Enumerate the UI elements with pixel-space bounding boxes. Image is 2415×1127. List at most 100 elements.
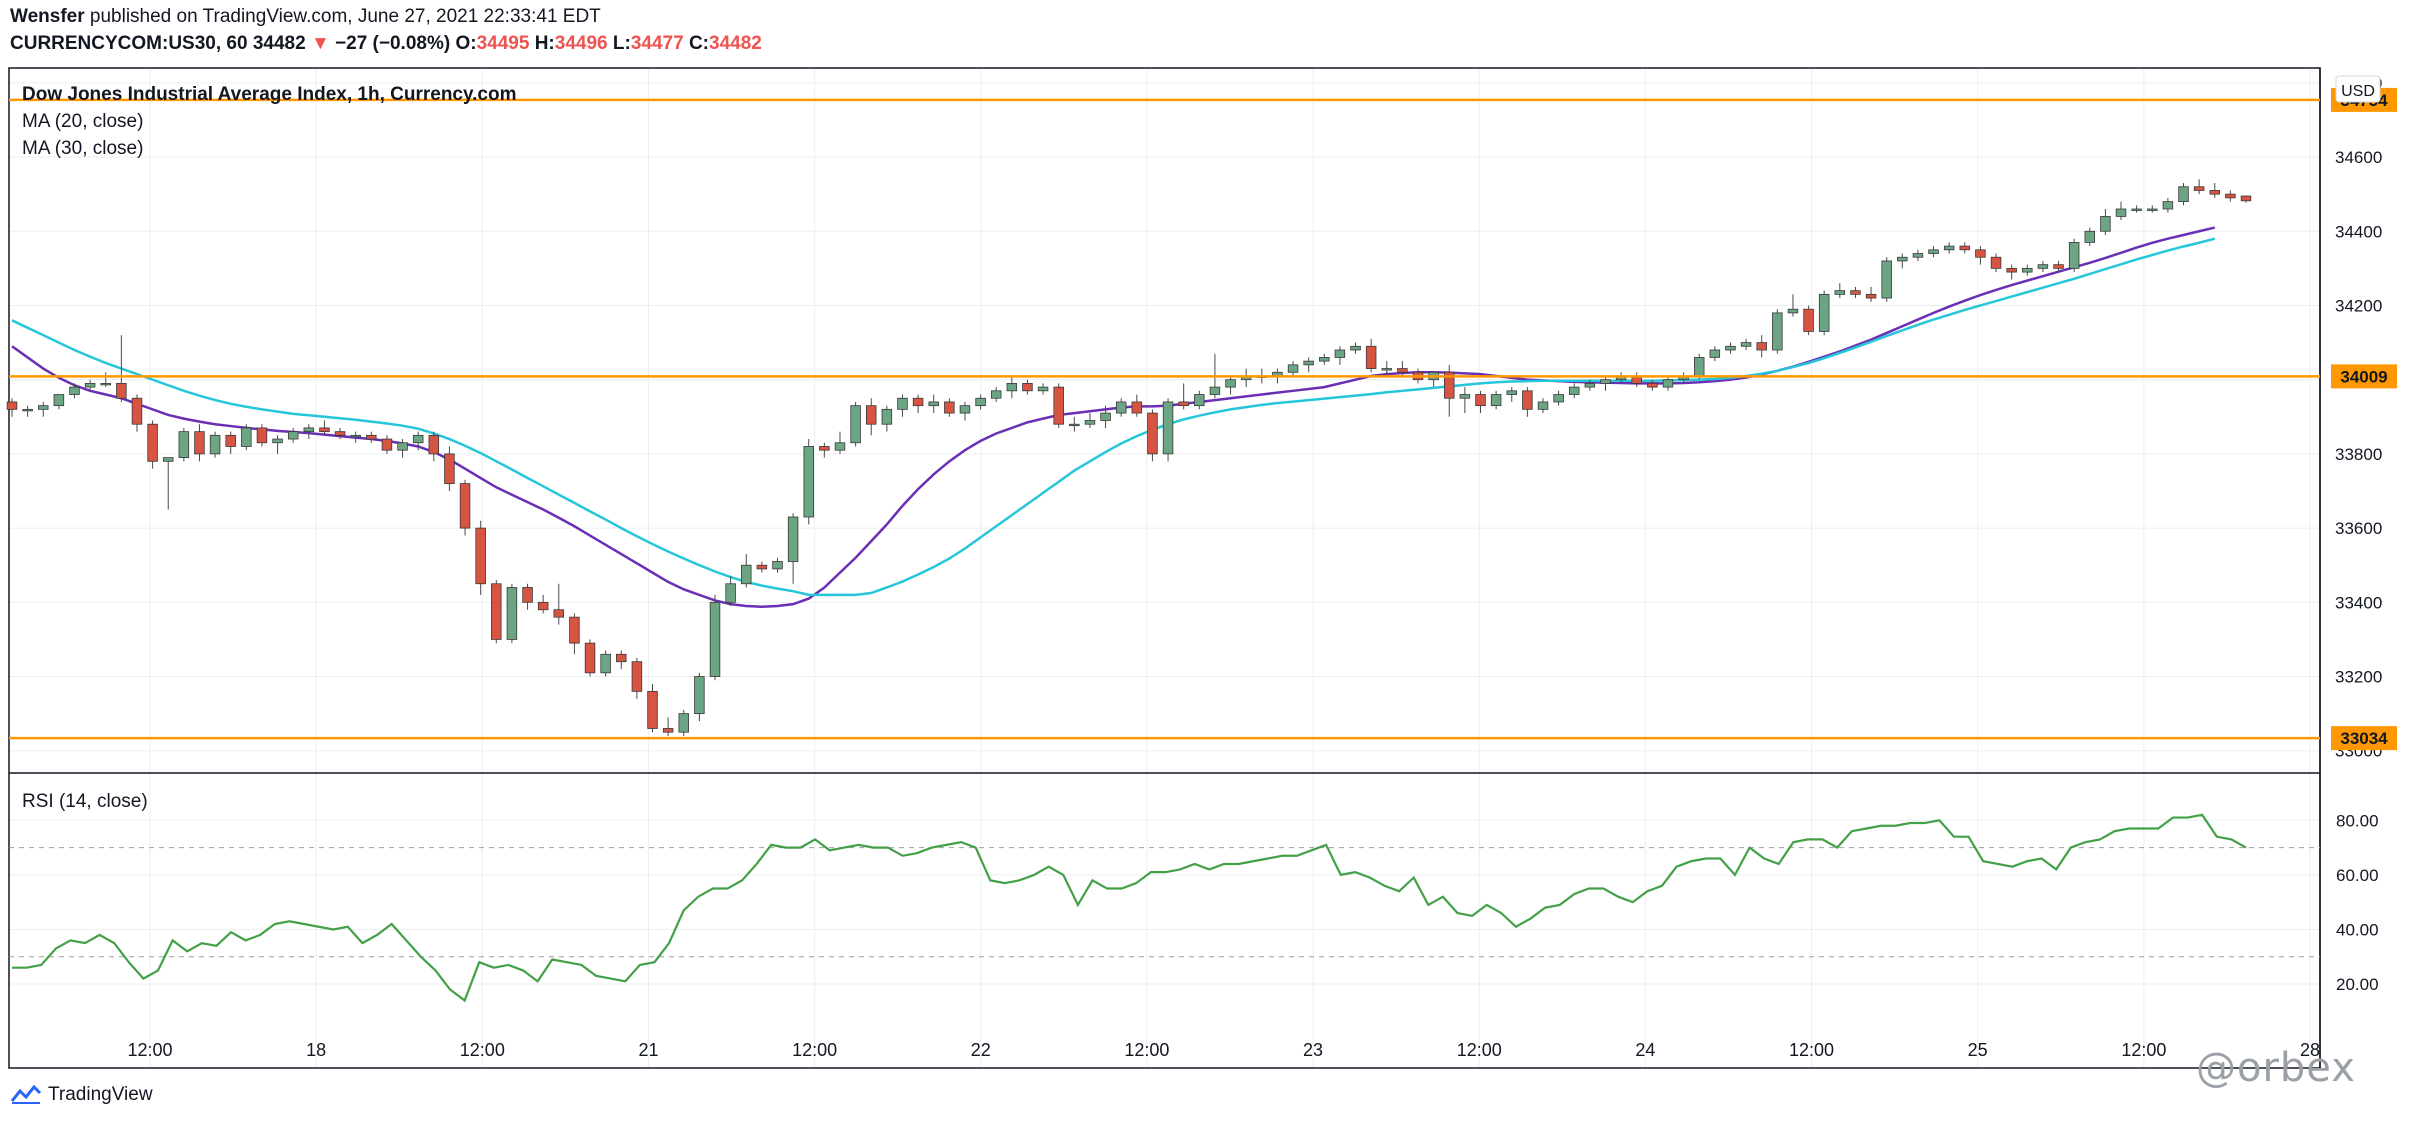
candle-body	[1818, 293, 1830, 332]
candle-body	[912, 397, 924, 407]
candle-body	[1522, 390, 1533, 410]
candle-body	[1131, 401, 1143, 414]
price-change: −27 (−0.08%)	[335, 33, 451, 54]
tradingview-logo[interactable]: TradingView	[10, 1084, 153, 1106]
rsi-line	[12, 813, 2247, 1003]
candle-body	[694, 676, 705, 715]
candle-body	[225, 434, 236, 447]
candle-body	[2131, 208, 2142, 211]
rsi-bands	[9, 847, 2320, 958]
candle-body	[1803, 308, 1814, 332]
price-tick-label: 34400	[2335, 222, 2382, 241]
down-arrow-icon: ▼	[310, 33, 330, 54]
candle-body	[2240, 195, 2252, 202]
time-tick-label: 24	[1635, 1040, 1655, 1060]
candle-body	[2037, 264, 2049, 269]
symbol-info: CURRENCYCOM:US30, 60 34482 ▼ −27 (−0.08%…	[10, 33, 762, 55]
author-name[interactable]: Wensfer	[10, 6, 85, 27]
rsi-legend[interactable]: RSI (14, close)	[22, 791, 148, 812]
candle-body	[865, 405, 877, 425]
rsi-tick-label: 40.00	[2336, 920, 2379, 939]
price-tick-label: 34200	[2335, 296, 2382, 315]
candle-body	[1006, 382, 1018, 392]
candle-body	[444, 453, 455, 484]
candle-body	[475, 527, 486, 585]
candle-body	[1100, 412, 1111, 421]
candle-body	[1928, 249, 1939, 254]
candle-body	[1506, 390, 1517, 395]
candle-body	[631, 661, 643, 692]
candle-body	[600, 653, 611, 674]
level-tag-label: 33034	[2340, 729, 2388, 748]
candle-body	[1365, 345, 1377, 369]
candle-body	[1772, 312, 1783, 351]
candle-body	[2225, 193, 2236, 199]
candle-body	[256, 427, 268, 444]
candle-body	[2147, 208, 2158, 211]
candle-body	[209, 434, 221, 455]
candle-body	[756, 564, 768, 570]
candle-body	[459, 483, 471, 529]
candle-body	[1334, 349, 1346, 358]
time-axis[interactable]: 12:00 18 12:00 21 12:00 22 12:00 23 12:00 24 12:00…	[127, 1040, 2320, 1060]
candle-body	[491, 583, 502, 640]
candle-body	[709, 601, 721, 677]
time-tick-label: 21	[638, 1040, 658, 1060]
ma30-line	[11, 237, 2216, 597]
candle-body	[6, 401, 18, 410]
publish-info: Wensfer published on TradingView.com, Ju…	[10, 6, 601, 28]
candle-body	[616, 653, 627, 663]
candle-body	[1693, 357, 1705, 377]
candle-body	[1397, 368, 1408, 373]
candle-body	[53, 394, 65, 407]
candle-body	[1209, 386, 1221, 395]
ma20-legend[interactable]: MA (20, close)	[22, 111, 143, 132]
candle-body	[1037, 386, 1049, 392]
candle-body	[2084, 230, 2096, 243]
candle-body	[1865, 293, 1877, 299]
candle-body	[553, 609, 565, 618]
candle-body	[569, 616, 580, 644]
low-label: L:	[612, 33, 631, 54]
candle-body	[2022, 267, 2033, 273]
candle-body	[303, 427, 315, 433]
chart-frame	[8, 67, 2321, 1069]
candle-body	[1053, 386, 1064, 425]
candle-body	[772, 561, 783, 570]
candle-body	[1178, 401, 1189, 407]
ma30-legend[interactable]: MA (30, close)	[22, 138, 143, 159]
rsi-line-group	[12, 813, 2247, 1003]
candle-body	[1490, 394, 1502, 407]
chart-title: Dow Jones Industrial Average Index, 1h, …	[22, 84, 517, 105]
time-tick-label: 25	[1968, 1040, 1988, 1060]
candle-body	[819, 446, 830, 451]
horizontal-levels[interactable]: 347543400933034	[9, 87, 2397, 751]
price-tick-label: 33800	[2335, 445, 2382, 464]
rsi-tick-label: 20.00	[2336, 975, 2379, 994]
candle-body	[1475, 394, 1486, 407]
candle-body	[1647, 382, 1658, 388]
time-tick-label: 12:00	[1789, 1040, 1834, 1060]
rsi-tick-label: 80.00	[2336, 811, 2379, 830]
price-axis[interactable]: 3300033200334003360033800340003420034400…	[2335, 74, 2382, 994]
candle-body	[2053, 264, 2064, 269]
candle-body	[22, 408, 33, 412]
candle-body	[506, 587, 518, 640]
candle-body	[147, 423, 158, 462]
candle-body	[1787, 308, 1799, 314]
candle-body	[834, 442, 846, 451]
candle-body	[850, 405, 861, 444]
candle-body	[100, 382, 111, 386]
close-value: 34482	[709, 33, 762, 54]
candle-body	[1162, 401, 1174, 455]
currency-badge[interactable]	[2335, 75, 2381, 103]
candle-body	[1069, 423, 1080, 427]
candle-body	[412, 434, 424, 444]
candle-body	[647, 690, 658, 729]
candle-body	[319, 427, 330, 433]
candle-body	[897, 397, 908, 410]
candle-body	[1600, 379, 1611, 384]
time-tick-label: 18	[306, 1040, 326, 1060]
candle-body	[2162, 201, 2174, 210]
